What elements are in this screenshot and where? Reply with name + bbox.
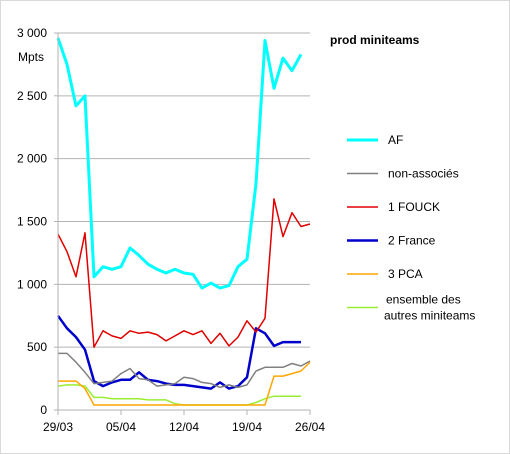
series-line-2-france xyxy=(56,315,301,390)
x-tick-label: 26/04 xyxy=(295,420,325,434)
series-line-ensemble-des-autres-miniteams xyxy=(57,384,301,406)
legend-label: autres miniteams xyxy=(384,309,475,323)
y-tick-label: 3 000 xyxy=(17,26,47,40)
y-tick-label: 1 500 xyxy=(17,215,47,229)
y-tick-label: 2 000 xyxy=(17,152,47,166)
y-tick-label: 0 xyxy=(40,403,47,417)
legend-label: 2 France xyxy=(388,234,436,248)
series-line-non-associ-s xyxy=(58,352,311,389)
y-tick-label: 500 xyxy=(27,340,47,354)
y-axis-ticks: 0 500 1 000 1 500 2 000 2 500 3 000 xyxy=(17,26,58,417)
x-tick-label: 12/04 xyxy=(169,420,199,434)
legend-label: 3 PCA xyxy=(388,267,423,281)
legend-label: AF xyxy=(388,133,403,147)
x-tick-label: 29/03 xyxy=(43,420,73,434)
chart-title: prod miniteams xyxy=(330,33,420,47)
series-line-af xyxy=(56,37,303,290)
x-tick-label: 05/04 xyxy=(106,420,136,434)
axes xyxy=(57,33,310,411)
legend-label: ensemble des xyxy=(386,293,461,307)
legend: AF non-associés 1 FOUCK 2 France 3 PCA ensemb… xyxy=(347,133,475,323)
y-tick-label: 1 000 xyxy=(17,277,47,291)
series-line-3-pca xyxy=(58,361,311,406)
y-tick-label: 2 500 xyxy=(17,89,47,103)
x-axis-ticks: 29/03 05/04 12/04 19/04 26/04 xyxy=(43,410,325,434)
y-axis-label: Mpts xyxy=(18,50,44,64)
legend-label: non-associés xyxy=(388,167,459,181)
series-line-1-fouck xyxy=(57,198,311,348)
legend-label: 1 FOUCK xyxy=(388,200,440,214)
series-lines xyxy=(56,37,311,406)
x-tick-label: 19/04 xyxy=(232,420,262,434)
